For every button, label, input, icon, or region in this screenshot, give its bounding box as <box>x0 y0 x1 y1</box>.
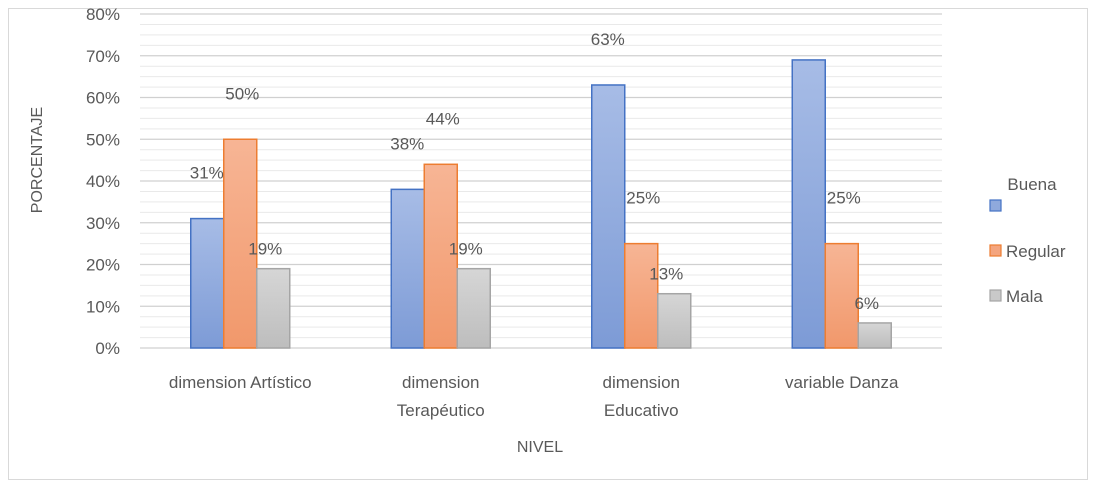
y-tick-label: 60% <box>86 89 120 108</box>
bar-mala <box>857 322 892 349</box>
bar-buena <box>791 59 826 349</box>
data-label: 25% <box>827 189 861 208</box>
data-label: 38% <box>390 134 424 153</box>
y-tick-label: 50% <box>86 130 120 149</box>
x-category-label: dimension Artístico <box>169 373 312 392</box>
bar-mala <box>456 267 491 349</box>
y-tick-label: 40% <box>86 172 120 191</box>
y-tick-label: 80% <box>86 5 120 24</box>
data-label: 31% <box>190 164 224 183</box>
x-category-label: dimension <box>402 373 480 392</box>
legend: Buena Regular Mala <box>989 175 1066 306</box>
x-category-label: Educativo <box>604 401 679 420</box>
data-labels: 31% 50% 19% 38%44% 19% 63% 25% 13% 25% 6% <box>190 30 879 313</box>
bar-buena <box>390 188 425 349</box>
data-label: 50% <box>225 84 259 103</box>
bar-buena <box>591 84 626 349</box>
y-tick-label: 30% <box>86 214 120 233</box>
data-label: 13% <box>649 265 683 284</box>
x-category-label: Terapéutico <box>397 401 485 420</box>
x-category-label: dimension <box>603 373 681 392</box>
y-axis-ticks: 0% 10% 20% 30% 40% 50% 60% 70% 80% <box>86 5 120 358</box>
bar-regular <box>824 242 859 349</box>
bar-mala <box>256 267 291 349</box>
legend-label-mala: Mala <box>1006 287 1043 306</box>
y-tick-label: 10% <box>86 297 120 316</box>
bar-regular <box>223 138 258 349</box>
legend-label-buena: Buena <box>1007 175 1057 194</box>
x-axis-title: NIVEL <box>517 439 563 456</box>
bar-buena <box>190 217 225 349</box>
bar-regular <box>624 242 659 349</box>
data-label: 19% <box>449 240 483 259</box>
legend-label-regular: Regular <box>1006 242 1066 261</box>
y-axis-title: PORCENTAJE <box>29 107 46 213</box>
data-label: 6% <box>854 294 879 313</box>
y-tick-label: 70% <box>86 47 120 66</box>
bar-mala <box>657 292 692 349</box>
legend-swatch-regular <box>989 244 1002 257</box>
y-tick-label: 0% <box>95 339 120 358</box>
legend-swatch-mala <box>989 289 1002 302</box>
chart-frame <box>8 8 1088 480</box>
x-category-label: variable Danza <box>785 373 899 392</box>
data-label: 25% <box>626 189 660 208</box>
bar-regular <box>423 163 458 349</box>
data-label: 63% <box>591 30 625 49</box>
y-tick-label: 20% <box>86 256 120 275</box>
legend-swatch-buena <box>989 199 1002 212</box>
x-axis-categories: dimension Artístico dimension Terapéutico d… <box>169 373 899 420</box>
bars <box>190 59 892 349</box>
data-label: 19% <box>248 240 282 259</box>
data-label: 44% <box>426 109 460 128</box>
